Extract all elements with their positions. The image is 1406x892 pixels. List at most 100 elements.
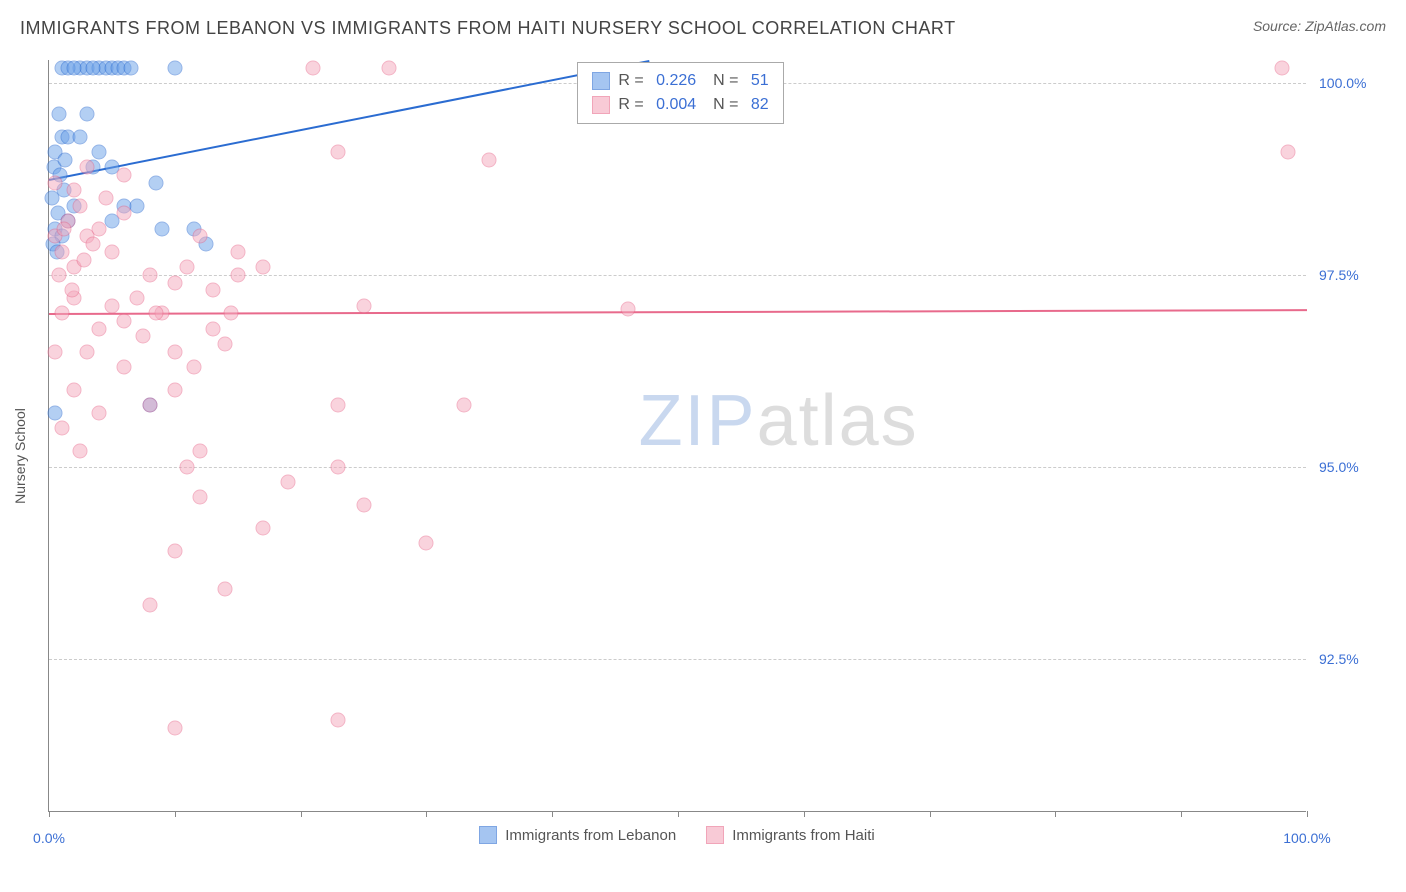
data-point — [142, 398, 157, 413]
source-attribution: Source: ZipAtlas.com — [1253, 18, 1386, 34]
data-point — [73, 129, 88, 144]
data-point — [331, 145, 346, 160]
data-point — [218, 336, 233, 351]
data-point — [73, 444, 88, 459]
data-point — [356, 298, 371, 313]
data-point — [136, 329, 151, 344]
data-point — [167, 60, 182, 75]
gridline-horizontal — [49, 467, 1306, 468]
data-point — [381, 60, 396, 75]
data-point — [92, 145, 107, 160]
data-point — [79, 106, 94, 121]
n-value: 82 — [751, 93, 769, 117]
legend-bottom: Immigrants from Lebanon Immigrants from H… — [48, 826, 1306, 844]
data-point — [57, 221, 72, 236]
legend-label: Immigrants from Lebanon — [505, 827, 676, 844]
data-point — [104, 298, 119, 313]
data-point — [167, 275, 182, 290]
data-point — [167, 720, 182, 735]
data-point — [1281, 145, 1296, 160]
legend-row: R = 0.226 N = 51 — [592, 69, 768, 93]
x-tick — [804, 811, 805, 817]
legend-swatch — [479, 826, 497, 844]
x-tick — [426, 811, 427, 817]
data-point — [67, 183, 82, 198]
legend-swatch — [706, 826, 724, 844]
r-value: 0.226 — [656, 69, 696, 93]
legend-swatch — [592, 96, 610, 114]
x-tick — [49, 811, 50, 817]
data-point — [142, 267, 157, 282]
data-point — [67, 60, 82, 75]
x-tick — [1055, 811, 1056, 817]
data-point — [457, 398, 472, 413]
data-point — [167, 544, 182, 559]
watermark: ZIPatlas — [639, 380, 919, 462]
data-point — [192, 229, 207, 244]
data-point — [58, 152, 73, 167]
y-tick-label: 92.5% — [1319, 651, 1359, 667]
data-point — [205, 283, 220, 298]
data-point — [98, 191, 113, 206]
data-point — [142, 597, 157, 612]
data-point — [44, 191, 59, 206]
data-point — [419, 536, 434, 551]
data-point — [180, 260, 195, 275]
data-point — [92, 221, 107, 236]
x-tick — [930, 811, 931, 817]
data-point — [205, 321, 220, 336]
data-point — [224, 306, 239, 321]
data-point — [482, 152, 497, 167]
data-point — [255, 260, 270, 275]
legend-item: Immigrants from Haiti — [706, 826, 875, 844]
legend-row: R = 0.004 N = 82 — [592, 93, 768, 117]
data-point — [230, 267, 245, 282]
data-point — [117, 313, 132, 328]
n-value: 51 — [751, 69, 769, 93]
data-point — [180, 459, 195, 474]
legend-label: Immigrants from Haiti — [732, 827, 875, 844]
x-tick — [301, 811, 302, 817]
x-tick — [175, 811, 176, 817]
plot-area: 92.5%95.0%97.5%100.0%0.0%100.0%ZIPatlasR… — [48, 60, 1306, 812]
data-point — [54, 306, 69, 321]
data-point — [77, 252, 92, 267]
data-point — [167, 382, 182, 397]
data-point — [1274, 60, 1289, 75]
data-point — [86, 237, 101, 252]
chart-container: Nursery School 92.5%95.0%97.5%100.0%0.0%… — [48, 60, 1386, 852]
r-value: 0.004 — [656, 93, 696, 117]
data-point — [123, 60, 138, 75]
data-point — [356, 498, 371, 513]
data-point — [148, 175, 163, 190]
data-point — [67, 382, 82, 397]
legend-swatch — [592, 72, 610, 90]
data-point — [52, 267, 67, 282]
y-tick-label: 95.0% — [1319, 459, 1359, 475]
data-point — [92, 405, 107, 420]
data-point — [117, 359, 132, 374]
data-point — [48, 175, 63, 190]
data-point — [306, 60, 321, 75]
data-point — [620, 302, 635, 317]
trend-line — [49, 60, 649, 181]
data-point — [54, 244, 69, 259]
data-point — [331, 398, 346, 413]
data-point — [130, 290, 145, 305]
data-point — [64, 283, 79, 298]
legend-item: Immigrants from Lebanon — [479, 826, 676, 844]
data-point — [331, 459, 346, 474]
data-point — [148, 306, 163, 321]
data-point — [155, 221, 170, 236]
data-point — [255, 521, 270, 536]
data-point — [104, 244, 119, 259]
gridline-horizontal — [49, 659, 1306, 660]
data-point — [79, 344, 94, 359]
data-point — [73, 198, 88, 213]
data-point — [54, 421, 69, 436]
data-point — [79, 160, 94, 175]
data-point — [192, 444, 207, 459]
data-point — [192, 490, 207, 505]
data-point — [48, 405, 63, 420]
data-point — [230, 244, 245, 259]
